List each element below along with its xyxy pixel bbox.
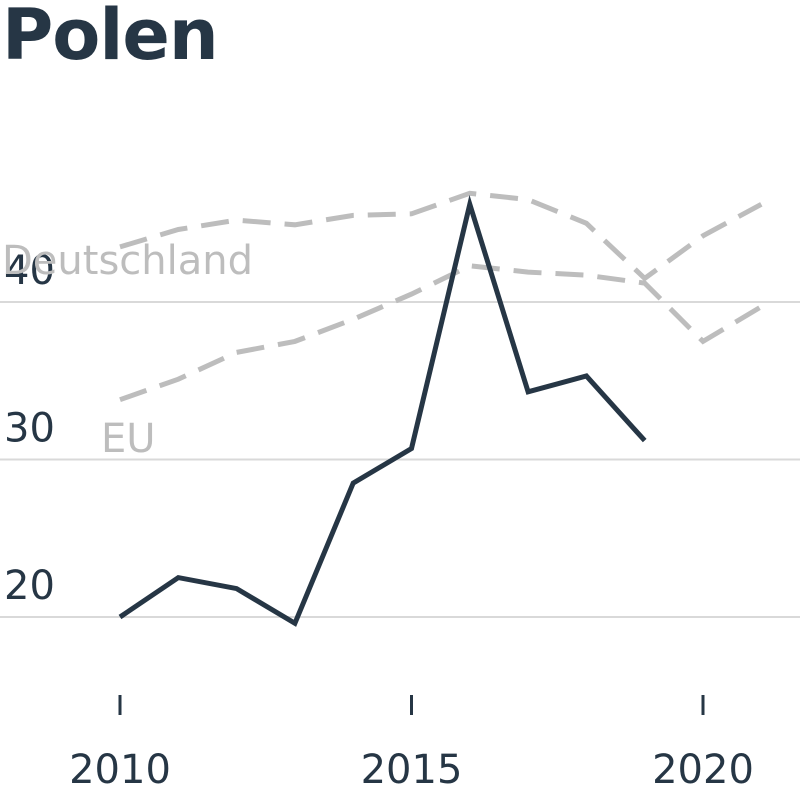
series-label-deutschland: Deutschland <box>2 238 253 284</box>
x-tick-label-2020: 2020 <box>652 747 754 793</box>
x-tick-label-2010: 2010 <box>69 747 171 793</box>
chart-title: Polen <box>2 0 219 76</box>
series-label-eu: EU <box>101 416 156 462</box>
x-tick-label-2015: 2015 <box>361 747 463 793</box>
series-layer <box>118 190 763 627</box>
series-line-deutschland <box>119 190 763 282</box>
y-tick-label-40: 40 <box>4 248 55 294</box>
y-tick-label-20: 20 <box>4 563 55 609</box>
y-tick-label-30: 30 <box>4 406 55 452</box>
label-layer: 20 30 40 2010 2015 2020 Deutschland EU <box>2 238 754 793</box>
series-line-polen <box>118 194 647 627</box>
series-line-eu <box>119 263 763 403</box>
grid-layer <box>0 301 800 715</box>
